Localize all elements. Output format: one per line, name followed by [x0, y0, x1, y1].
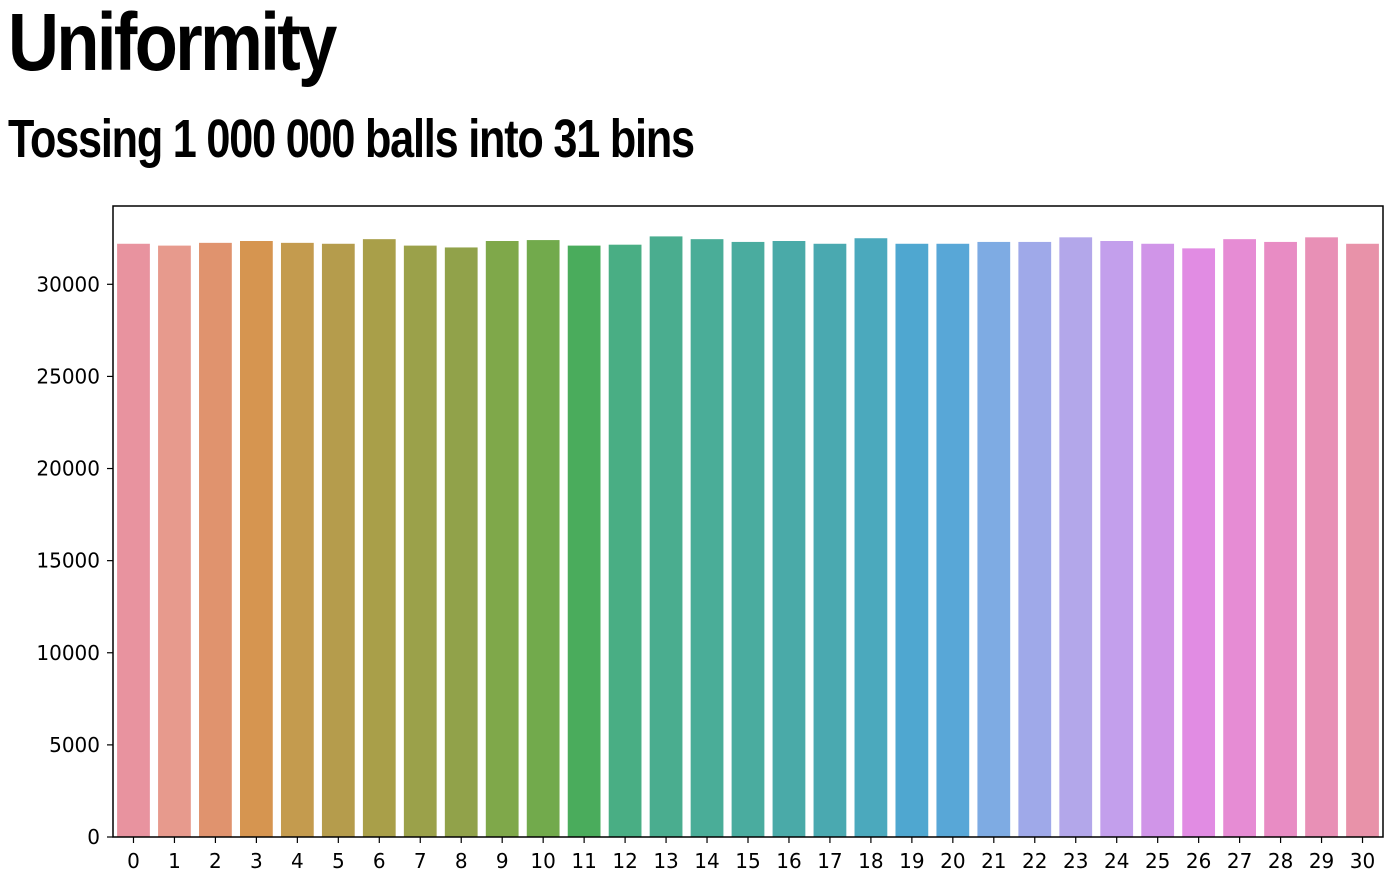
bar-16 [772, 241, 806, 837]
x-tick-label: 22 [1022, 849, 1047, 873]
bar-5 [321, 243, 355, 837]
x-tick-label: 27 [1227, 849, 1252, 873]
bar-14 [690, 239, 724, 837]
bar-17 [813, 243, 847, 837]
bar-24 [1100, 241, 1134, 837]
bar-12 [608, 244, 642, 837]
y-tick-label: 5000 [49, 733, 100, 757]
x-tick-label: 8 [455, 849, 468, 873]
x-tick-label: 3 [250, 849, 263, 873]
bar-29 [1305, 237, 1338, 837]
x-tick-label: 9 [496, 849, 509, 873]
bar-25 [1141, 243, 1175, 837]
bar-13 [649, 236, 683, 837]
bar-21 [977, 241, 1011, 837]
x-tick-label: 23 [1063, 849, 1088, 873]
x-tick-label: 16 [776, 849, 801, 873]
x-tick-label: 1 [168, 849, 181, 873]
chart-title: Uniformity [8, 0, 337, 88]
bar-4 [280, 242, 314, 838]
x-axis: 0 1 2 3 4 5 6 7 8 9 10 11 12 13 14 15 16 17 18 19 20 21 22 23 24… [127, 837, 1375, 873]
bar-2 [199, 242, 232, 838]
y-tick-label: 20000 [36, 457, 100, 481]
bar-9 [485, 241, 519, 837]
plot-frame [112, 205, 1384, 838]
bar-18 [854, 238, 888, 838]
bar-27 [1223, 239, 1256, 837]
x-tick-label: 4 [291, 849, 304, 873]
x-tick-label: 0 [127, 849, 140, 873]
x-tick-label: 2 [209, 849, 222, 873]
y-tick-label: 0 [87, 825, 100, 849]
x-tick-label: 7 [414, 849, 427, 873]
x-tick-label: 6 [373, 849, 386, 873]
x-tick-label: 15 [735, 849, 760, 873]
x-tick-label: 17 [817, 849, 842, 873]
x-tick-label: 30 [1350, 849, 1375, 873]
bar-20 [936, 243, 970, 837]
y-tick-label: 25000 [36, 364, 100, 388]
x-tick-label: 26 [1186, 849, 1211, 873]
bar-6 [362, 239, 396, 837]
x-tick-label: 18 [858, 849, 883, 873]
x-tick-label: 20 [940, 849, 965, 873]
x-tick-label: 29 [1309, 849, 1334, 873]
y-axis: 0 5000 10000 15000 20000 25000 30000 [36, 272, 113, 849]
bar-19 [895, 243, 929, 837]
x-tick-label: 19 [899, 849, 924, 873]
x-tick-label: 13 [653, 849, 678, 873]
x-tick-label: 12 [612, 849, 637, 873]
x-tick-label: 28 [1268, 849, 1293, 873]
x-tick-label: 21 [981, 849, 1006, 873]
bar-23 [1059, 237, 1093, 837]
y-tick-label: 10000 [36, 641, 100, 665]
bar-8 [444, 247, 478, 837]
y-tick-label: 15000 [36, 549, 100, 573]
bar-15 [731, 241, 765, 837]
x-tick-label: 14 [694, 849, 719, 873]
x-tick-label: 10 [530, 849, 555, 873]
x-tick-label: 11 [571, 849, 596, 873]
bars-group [117, 236, 1379, 838]
bar-30 [1346, 243, 1379, 837]
bar-26 [1182, 248, 1216, 837]
bar-1 [158, 245, 191, 838]
x-tick-label: 25 [1145, 849, 1170, 873]
bar-7 [403, 245, 437, 838]
bar-22 [1018, 241, 1052, 837]
x-tick-label: 24 [1104, 849, 1129, 873]
bar-3 [240, 241, 273, 837]
bar-11 [567, 245, 601, 838]
y-tick-label: 30000 [36, 272, 100, 296]
bar-0 [117, 243, 150, 837]
chart-subtitle: Tossing 1 000 000 balls into 31 bins [8, 109, 695, 169]
bar-28 [1264, 241, 1297, 837]
x-tick-label: 5 [332, 849, 345, 873]
bar-10 [526, 240, 560, 837]
